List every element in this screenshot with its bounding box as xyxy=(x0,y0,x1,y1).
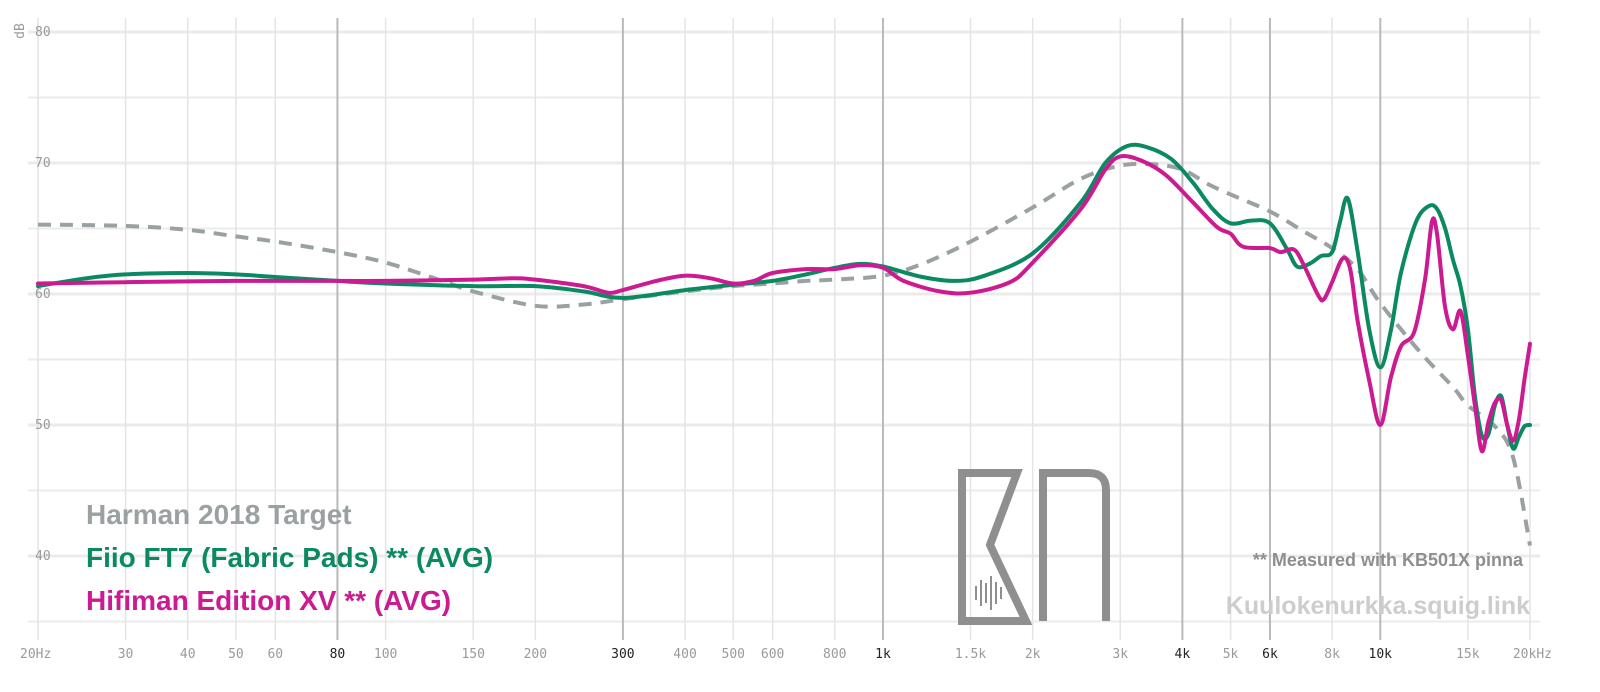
x-tick-label: 3k xyxy=(1112,647,1128,662)
y-tick-label: 40 xyxy=(35,549,51,564)
x-tick-label: 40 xyxy=(180,647,196,662)
x-tick-label: 800 xyxy=(823,647,846,662)
x-tick-label: 600 xyxy=(761,647,784,662)
y-tick-label: 70 xyxy=(35,156,51,171)
x-tick-label: 400 xyxy=(673,647,696,662)
x-tick-label: 200 xyxy=(524,647,547,662)
x-tick-label: 300 xyxy=(611,647,634,662)
y-axis-tick-labels: 80 70 60 50 40 xyxy=(35,25,51,564)
x-tick-label: 20Hz xyxy=(20,647,51,662)
x-tick-label: 15k xyxy=(1456,647,1480,662)
legend-entry-fiio-ft7: Fiio FT7 (Fabric Pads) ** (AVG) xyxy=(86,542,493,573)
x-axis-tick-labels: 20Hz 30 40 50 60 80 100 150 200 300 400 500 600 800 1k… xyxy=(20,647,1552,662)
x-tick-label: 1k xyxy=(875,647,891,662)
x-tick-label: 10k xyxy=(1369,647,1393,662)
x-tick-label: 1.5k xyxy=(955,647,986,662)
kn-logo-watermark xyxy=(958,469,1110,625)
y-tick-label: 80 xyxy=(35,25,51,40)
target-curve xyxy=(37,161,1532,546)
x-tick-label: 4k xyxy=(1175,647,1191,662)
x-tick-label: 6k xyxy=(1262,647,1278,662)
y-tick-label: 50 xyxy=(35,418,51,433)
series-lines xyxy=(36,142,1532,546)
x-tick-label: 5k xyxy=(1223,647,1239,662)
legend-entry-target: Harman 2018 Target xyxy=(86,499,352,530)
x-tick-label: 50 xyxy=(228,647,244,662)
legend: Harman 2018 Target Fiio FT7 (Fabric Pads… xyxy=(86,499,493,616)
x-tick-label: 8k xyxy=(1324,647,1340,662)
measurement-note: ** Measured with KB501X pinna xyxy=(1253,550,1524,570)
x-tick-label: 500 xyxy=(722,647,745,662)
x-tick-label: 100 xyxy=(374,647,397,662)
hifiman-edition-xv-curve xyxy=(36,153,1532,454)
site-watermark: Kuulokenurkka.squig.link xyxy=(1226,592,1530,620)
x-tick-label: 20kHz xyxy=(1513,647,1552,662)
grid-lines xyxy=(28,18,1540,640)
fiio-ft7-curve xyxy=(36,142,1532,451)
y-tick-label: 60 xyxy=(35,287,51,302)
y-axis-label: dB xyxy=(13,23,28,39)
x-tick-label: 30 xyxy=(118,647,134,662)
x-tick-label: 150 xyxy=(461,647,484,662)
x-tick-label: 2k xyxy=(1025,647,1041,662)
legend-entry-hifiman-edition-xv: Hifiman Edition XV ** (AVG) xyxy=(86,585,451,616)
x-tick-label: 80 xyxy=(330,647,346,662)
x-tick-label: 60 xyxy=(267,647,283,662)
